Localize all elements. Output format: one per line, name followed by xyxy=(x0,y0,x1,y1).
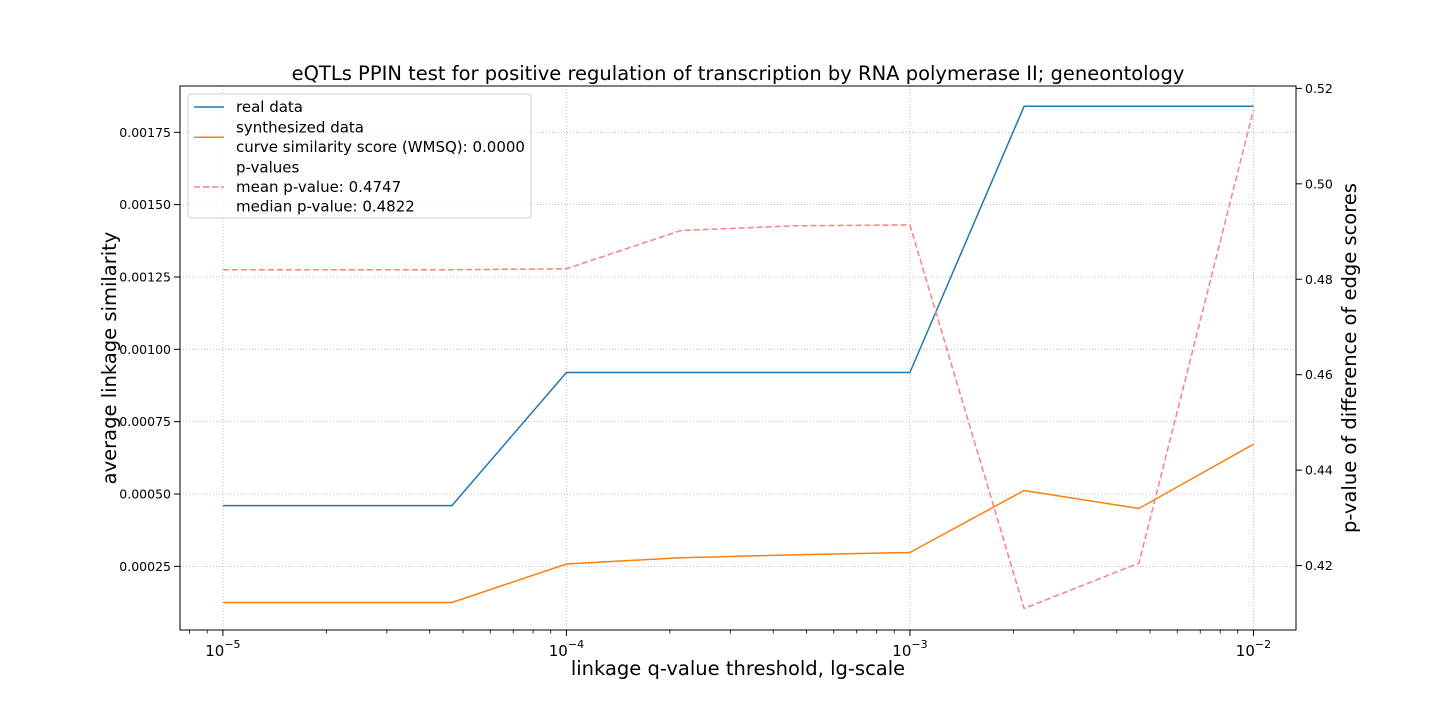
y-tick-label: 0.00175 xyxy=(119,125,171,140)
series-layer xyxy=(222,105,1255,610)
series-line-2 xyxy=(222,109,1255,610)
series-line-1 xyxy=(222,443,1254,604)
y2-tick-label: 0.50 xyxy=(1305,176,1333,191)
y2-tick-label: 0.52 xyxy=(1305,81,1333,96)
x-tick-label: 10−2 xyxy=(1236,638,1271,660)
y-tick-label: 0.00125 xyxy=(119,269,171,284)
y-axis-label: average linkage similarity xyxy=(98,232,121,485)
y2-tick-label: 0.42 xyxy=(1305,558,1333,573)
legend-label: synthesized data xyxy=(236,119,364,137)
legend-label: median p-value: 0.4822 xyxy=(236,198,415,216)
legend-label: mean p-value: 0.4747 xyxy=(236,178,401,196)
legend-label: curve similarity score (WMSQ): 0.0000 xyxy=(236,138,525,156)
axes: 10−5 10−4 10−3 10−2 0.00025 0.00050 0.00075 0.0… xyxy=(119,81,1333,660)
y-tick-label: 0.00025 xyxy=(119,559,171,574)
y2-axis-label: p-value of difference of edge scores xyxy=(1338,183,1361,533)
plot-frame xyxy=(179,85,1297,631)
grid-lines xyxy=(180,86,1296,630)
y-tick-label: 0.00100 xyxy=(119,342,171,357)
y-tick-label: 0.00050 xyxy=(119,487,171,502)
x-axis-label: linkage q-value threshold, lg-scale xyxy=(571,657,905,680)
chart-title: eQTLs PPIN test for positive regulation … xyxy=(292,62,1185,85)
x-tick-label: 10−3 xyxy=(892,638,927,660)
y-tick-label: 0.00075 xyxy=(119,414,171,429)
legend-label: real data xyxy=(236,98,303,116)
y2-tick-label: 0.48 xyxy=(1305,272,1333,287)
y2-tick-label: 0.46 xyxy=(1305,367,1333,382)
series-line-0 xyxy=(222,105,1254,507)
y2-tick-label: 0.44 xyxy=(1305,463,1333,478)
legend-box xyxy=(187,93,532,219)
legend-label: p-values xyxy=(236,159,300,177)
x-tick-label: 10−4 xyxy=(549,638,584,660)
y-tick-label: 0.00150 xyxy=(119,197,171,212)
x-tick-label: 10−5 xyxy=(205,638,240,660)
